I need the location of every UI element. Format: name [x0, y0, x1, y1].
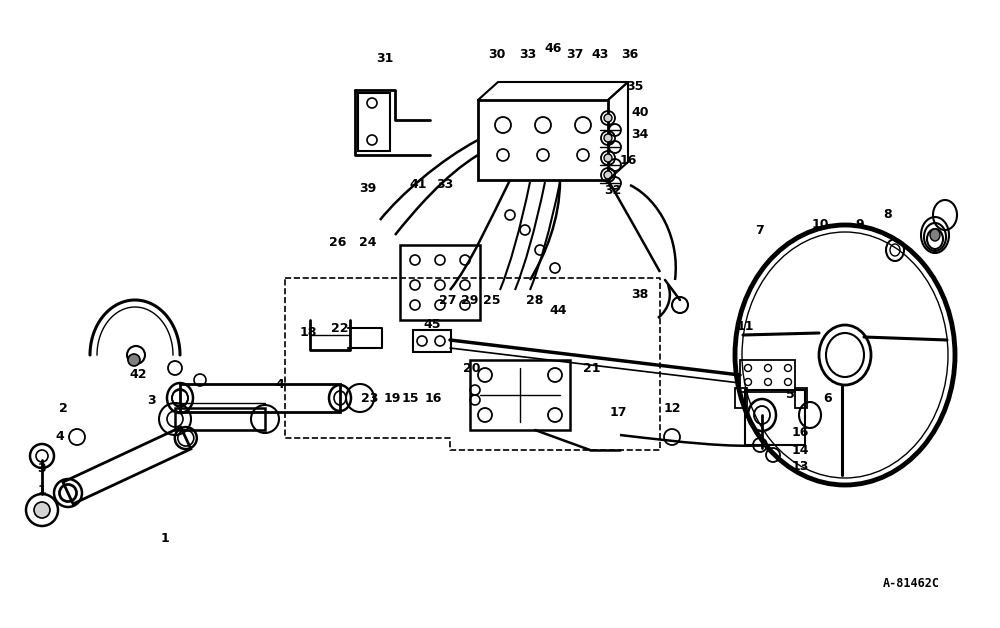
- Text: 33: 33: [519, 48, 537, 62]
- Text: 12: 12: [663, 401, 681, 414]
- Text: A-81462C: A-81462C: [883, 577, 940, 590]
- Text: 3: 3: [38, 462, 46, 475]
- Text: 5: 5: [786, 389, 794, 401]
- Bar: [400, 245, 480, 320]
- Circle shape: [34, 502, 50, 518]
- Text: 11: 11: [736, 320, 754, 333]
- Text: 24: 24: [359, 237, 377, 249]
- Text: 15: 15: [401, 391, 419, 404]
- Text: 41: 41: [409, 178, 427, 192]
- Ellipse shape: [930, 229, 940, 241]
- Text: 22: 22: [331, 322, 349, 335]
- Text: 40: 40: [631, 106, 649, 119]
- Bar: [470, 360, 570, 430]
- Text: 1: 1: [161, 531, 169, 544]
- Text: 25: 25: [483, 293, 501, 306]
- Text: 10: 10: [811, 219, 829, 232]
- Text: 16: 16: [791, 426, 809, 438]
- Text: 4: 4: [56, 431, 64, 443]
- Text: 37: 37: [566, 48, 584, 62]
- Text: 13: 13: [791, 460, 809, 474]
- Bar: [740, 360, 795, 392]
- Text: 19: 19: [383, 391, 401, 404]
- Text: 20: 20: [463, 362, 481, 374]
- Text: 4: 4: [276, 379, 284, 391]
- Text: 42: 42: [129, 369, 147, 381]
- Text: 16: 16: [424, 391, 442, 404]
- Text: 23: 23: [361, 391, 379, 404]
- Text: 29: 29: [461, 293, 479, 306]
- Text: 21: 21: [583, 362, 601, 374]
- Circle shape: [604, 134, 612, 142]
- Text: 36: 36: [621, 48, 639, 62]
- Text: 39: 39: [359, 181, 377, 195]
- Text: 43: 43: [591, 48, 609, 62]
- Text: 27: 27: [439, 293, 457, 306]
- Text: 26: 26: [329, 237, 347, 249]
- Text: 28: 28: [526, 293, 544, 306]
- Bar: [413, 330, 451, 352]
- Text: 34: 34: [631, 129, 649, 141]
- Bar: [478, 100, 608, 180]
- Text: 3: 3: [148, 394, 156, 406]
- Text: 38: 38: [631, 288, 649, 301]
- Text: 45: 45: [423, 318, 441, 332]
- Text: 1: 1: [38, 484, 46, 497]
- Circle shape: [604, 114, 612, 122]
- Bar: [180, 384, 340, 412]
- Text: 7: 7: [756, 224, 764, 237]
- Text: 46: 46: [544, 41, 562, 55]
- Text: 44: 44: [549, 303, 567, 317]
- Text: 2: 2: [59, 401, 67, 414]
- Bar: [175, 408, 265, 430]
- Circle shape: [604, 154, 612, 162]
- Circle shape: [604, 171, 612, 179]
- Bar: [745, 390, 805, 445]
- Text: 17: 17: [609, 406, 627, 418]
- Bar: [795, 388, 807, 408]
- Text: 18: 18: [299, 325, 317, 338]
- Text: 31: 31: [376, 51, 394, 65]
- Text: 30: 30: [488, 48, 506, 62]
- Text: 16: 16: [619, 153, 637, 166]
- Text: 6: 6: [824, 391, 832, 404]
- Text: 33: 33: [436, 178, 454, 192]
- Text: 9: 9: [856, 219, 864, 232]
- Bar: [358, 93, 390, 151]
- Text: 35: 35: [626, 80, 644, 94]
- Circle shape: [128, 354, 140, 366]
- Text: 32: 32: [604, 183, 622, 197]
- Bar: [735, 388, 747, 408]
- Text: 8: 8: [884, 208, 892, 222]
- Text: 14: 14: [791, 443, 809, 457]
